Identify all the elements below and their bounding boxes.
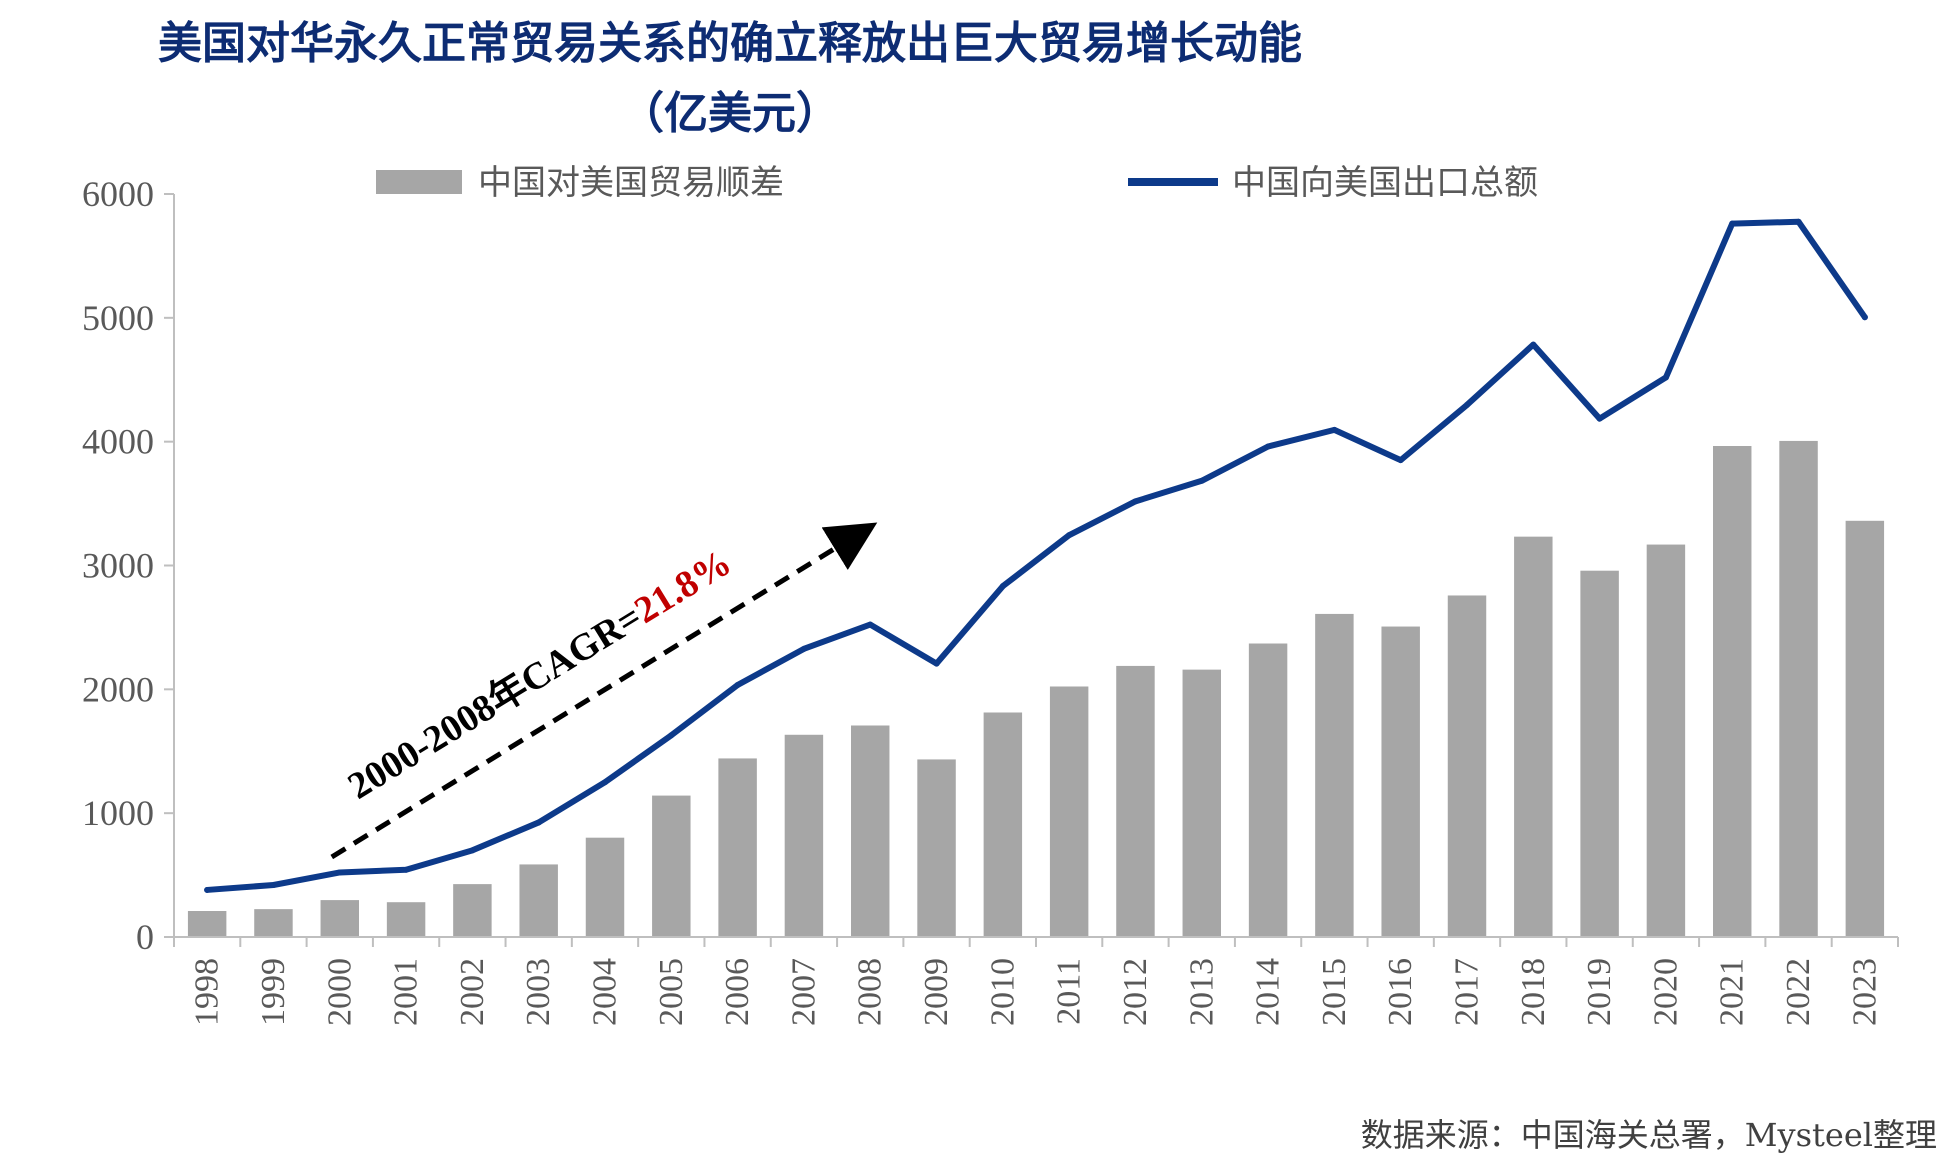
line-point-exports-2011 (1066, 532, 1073, 539)
y-tick-label: 5000 (82, 298, 154, 338)
bar-surplus-2009 (917, 759, 956, 937)
x-tick-label: 2017 (1449, 958, 1486, 1026)
x-tick-label: 2007 (785, 958, 822, 1026)
line-point-exports-2001 (403, 866, 410, 873)
bar-surplus-2007 (784, 734, 824, 937)
chart-title: 美国对华永久正常贸易关系的确立释放出巨大贸易增长动能 (158, 18, 1302, 69)
bar-surplus-2002 (453, 884, 492, 937)
legend-swatch-surplus (376, 170, 462, 194)
x-tick-label: 2019 (1581, 958, 1618, 1026)
line-point-exports-2007 (800, 645, 807, 652)
bar-surplus-2015 (1315, 613, 1354, 937)
bar-surplus-2021 (1713, 446, 1752, 937)
line-exports (204, 218, 1868, 893)
growth-arrow (330, 522, 878, 860)
line-point-exports-2021 (1729, 220, 1736, 227)
x-tick-label: 2006 (719, 958, 756, 1026)
x-tick-label: 2003 (520, 958, 557, 1026)
bar-surplus-2017 (1447, 595, 1487, 937)
bar-surplus-2019 (1580, 570, 1619, 937)
chart-unit-subtitle: （亿美元） (620, 88, 840, 139)
bar-surplus-2001 (386, 902, 426, 937)
y-tick-label: 6000 (82, 174, 154, 214)
line-point-exports-2005 (668, 732, 675, 739)
x-tick-label: 2023 (1846, 958, 1883, 1026)
x-tick-label: 2000 (321, 958, 358, 1026)
bar-surplus-2006 (718, 758, 757, 937)
bar-surplus-2022 (1779, 440, 1818, 937)
x-tick-label: 2009 (918, 958, 955, 1026)
x-tick-label: 2011 (1051, 958, 1088, 1025)
x-tick-label: 2005 (653, 958, 690, 1026)
bar-surplus-2014 (1248, 643, 1288, 937)
line-point-exports-2006 (734, 682, 741, 688)
bar-surplus-2012 (1116, 665, 1155, 937)
line-point-exports-2009 (933, 660, 940, 667)
x-tick-label: 2002 (454, 958, 491, 1026)
source-note: 数据来源：中国海关总署，Mysteel整理 (1360, 1116, 1937, 1154)
line-point-exports-2013 (1198, 477, 1205, 484)
line-point-exports-2016 (1397, 457, 1404, 464)
legend-label-exports: 中国向美国出口总额 (1232, 163, 1538, 203)
bar-surplus-2020 (1646, 544, 1686, 937)
bar-surplus-2000 (320, 900, 359, 937)
bar-surplus-2016 (1381, 626, 1420, 937)
line-point-exports-2012 (1132, 498, 1139, 505)
line-point-exports-2020 (1662, 374, 1669, 381)
bar-surplus-1999 (254, 909, 293, 937)
x-tick-label: 2015 (1316, 958, 1353, 1026)
x-tick-label: 2021 (1714, 958, 1751, 1026)
x-tick-label: 2001 (388, 958, 425, 1026)
x-tick-label: 2004 (587, 958, 624, 1026)
x-tick-label: 2014 (1250, 958, 1287, 1026)
line-point-exports-2014 (1265, 443, 1272, 450)
bar-surplus-2023 (1845, 520, 1885, 937)
x-tick-label: 1999 (255, 958, 292, 1026)
y-tick-label: 0 (136, 917, 154, 957)
x-tick-label: 2010 (984, 958, 1021, 1026)
bar-surplus-2003 (519, 864, 558, 937)
y-tick-label: 2000 (82, 669, 154, 709)
bar-surplus-2018 (1514, 536, 1553, 937)
bar-surplus-1998 (187, 911, 227, 937)
line-point-exports-2000 (336, 869, 343, 876)
x-tick-label: 2008 (852, 958, 889, 1026)
bar-surplus-2008 (851, 725, 890, 937)
line-point-exports-2008 (867, 621, 874, 628)
x-tick-label: 2022 (1780, 958, 1817, 1026)
bar-surplus-2004 (585, 837, 625, 937)
line-point-exports-1998 (204, 886, 211, 893)
bar-surplus-2011 (1049, 686, 1089, 937)
line-point-exports-2017 (1464, 401, 1470, 408)
line-point-exports-2015 (1331, 426, 1338, 433)
x-tick-label: 2013 (1183, 958, 1220, 1026)
x-tick-label: 2012 (1117, 958, 1154, 1026)
line-point-exports-2019 (1596, 415, 1603, 422)
line-point-exports-1999 (270, 881, 277, 888)
legend: 中国对美国贸易顺差 中国向美国出口总额 (376, 163, 1538, 203)
line-point-exports-2003 (535, 819, 542, 826)
line-point-exports-2018 (1530, 341, 1537, 348)
cagr-label: 2000-2008年CAGR= (341, 596, 650, 808)
bar-surplus-2005 (652, 795, 691, 937)
line-point-exports-2004 (602, 779, 608, 786)
y-tick-label: 4000 (82, 422, 154, 462)
y-tick-label: 3000 (82, 546, 154, 586)
x-tick-label: 1998 (189, 958, 226, 1026)
line-point-exports-2023 (1861, 314, 1868, 321)
bar-surplus-2013 (1182, 669, 1221, 937)
x-tick-label: 2018 (1515, 958, 1552, 1026)
line-point-exports-2002 (469, 847, 476, 854)
cagr-annotation: 2000-2008年CAGR=21.8% (341, 542, 739, 808)
line-point-exports-2010 (999, 583, 1006, 590)
x-tick-label: 2016 (1382, 958, 1419, 1026)
x-tick-label: 2020 (1647, 958, 1684, 1026)
line-point-exports-2022 (1795, 218, 1802, 225)
bar-surplus-2010 (983, 712, 1023, 937)
legend-label-surplus: 中国对美国贸易顺差 (478, 163, 784, 203)
y-tick-label: 1000 (82, 793, 154, 833)
